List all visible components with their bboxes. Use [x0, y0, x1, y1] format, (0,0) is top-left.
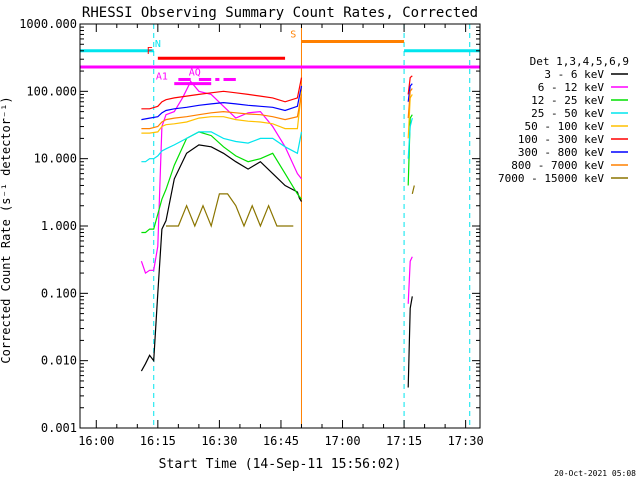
x-tick-label: 16:00: [78, 434, 114, 448]
x-axis-label: Start Time (14-Sep-11 15:56:02): [159, 457, 402, 472]
y-tick-label: 0.010: [41, 354, 77, 368]
x-tick-label: 17:00: [324, 434, 360, 448]
timestamp-label: 20-Oct-2021 05:08: [554, 469, 636, 478]
x-tick-label: 17:15: [386, 434, 422, 448]
series-line-7-b: [407, 83, 413, 102]
series-line-8-a: [141, 94, 303, 130]
series-line-7-a: [141, 85, 303, 121]
legend-title: Det 1,3,4,5,6,9: [530, 55, 629, 68]
y-tick-label: 100.000: [26, 84, 77, 98]
x-tick-label: 16:45: [263, 434, 299, 448]
legend-label-6: 100 - 300 keV: [518, 133, 604, 146]
y-tick-label: 0.001: [41, 421, 77, 435]
series-line-4-b: [407, 117, 413, 159]
series-line-9-b: [411, 185, 415, 195]
legend-label-7: 300 - 800 keV: [518, 146, 604, 159]
y-axis-label: Corrected Count Rate (s⁻¹ detector⁻¹): [0, 96, 13, 363]
legend-label-9: 7000 - 15000 keV: [498, 172, 604, 185]
x-tick-label: 16:30: [201, 434, 237, 448]
x-tick-label: 17:30: [448, 434, 484, 448]
series-line-4-a: [141, 131, 303, 163]
legend-label-4: 25 - 50 keV: [531, 107, 604, 120]
flag-label-AQ: AQ: [189, 67, 201, 78]
legend-label-3: 12 - 25 keV: [531, 94, 604, 107]
flag-label-N: N: [155, 39, 161, 50]
series-line-1-b: [407, 296, 413, 388]
series-line-3-b: [407, 114, 413, 186]
flags-layer: [80, 24, 480, 428]
chart-title: RHESSI Observing Summary Count Rates, Co…: [82, 5, 478, 21]
flag-label-S: S: [290, 29, 296, 40]
axis-layer: N S F AQ A1 0.001 0.010 0.100 1.000 10.000 100.000…: [19, 17, 483, 448]
series-line-9-a: [166, 193, 294, 228]
flag-label-A1: A1: [156, 72, 168, 83]
legend-label-5: 50 - 100 keV: [525, 120, 605, 133]
legend-label-8: 800 - 7000 keV: [511, 159, 604, 172]
legend-label-1: 3 - 6 keV: [544, 68, 604, 81]
x-tick-label: 16:15: [140, 434, 176, 448]
y-tick-label: 0.100: [41, 286, 77, 300]
y-tick-label: 10.000: [34, 152, 77, 166]
series-layer: [140, 75, 415, 388]
series-line-2-b: [407, 256, 413, 304]
series-line-6-a: [141, 77, 303, 110]
series-line-6-b: [407, 75, 413, 95]
y-tick-label: 1000.000: [19, 17, 77, 31]
legend-label-2: 6 - 12 keV: [538, 81, 605, 94]
series-line-8-b: [407, 88, 413, 119]
y-tick-label: 1.000: [41, 219, 77, 233]
flag-label-F: F: [147, 46, 153, 57]
series-line-1-a: [140, 144, 303, 372]
series-line-5-a: [141, 91, 303, 134]
